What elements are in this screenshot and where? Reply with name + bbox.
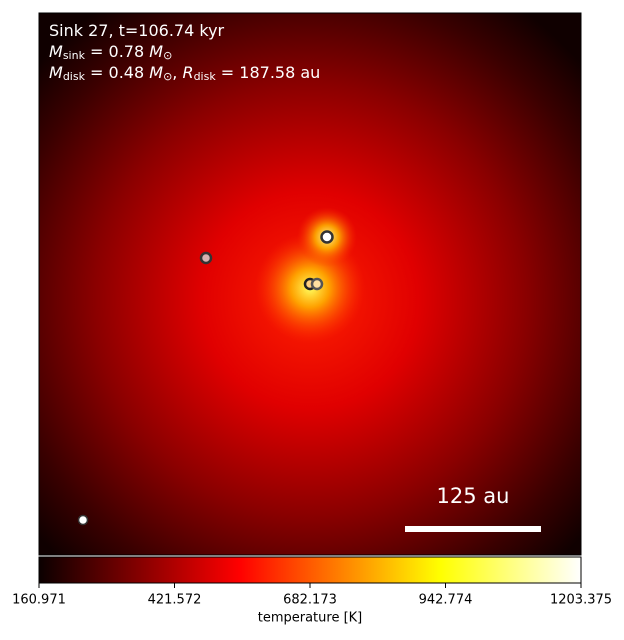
colorbar-label: temperature [K]: [258, 611, 363, 626]
annotation-segment: M: [49, 63, 63, 82]
tick-label: 160.971: [12, 593, 66, 608]
sinks: [77, 230, 334, 526]
sink: [77, 514, 89, 526]
tick-label: 942.774: [419, 593, 473, 608]
annotation-line: Sink 27, t=106.74 kyr: [49, 21, 225, 40]
sink: [199, 251, 213, 265]
annotation-segment: Sink 27, t=106.74 kyr: [49, 21, 225, 40]
annotation-segment: ⊙: [163, 70, 172, 83]
annotation-segment: R: [182, 63, 193, 82]
annotation-segment: M: [149, 63, 163, 82]
annotation-segment: = 0.78: [85, 42, 149, 61]
annotation-segment: ,: [172, 63, 182, 82]
tick-label: 1203.375: [550, 593, 612, 608]
annotation-segment: = 187.58 au: [216, 63, 321, 82]
annotation-segment: disk: [63, 70, 86, 83]
annotation-segment: disk: [194, 70, 217, 83]
scale-bar-label: 125 au: [437, 484, 510, 508]
sink: [320, 230, 334, 244]
sink: [310, 277, 324, 291]
annotation: Sink 27, t=106.74 kyr Msink = 0.78 M⊙ Mdis…: [49, 21, 320, 84]
annotation-segment: M: [49, 42, 63, 61]
annotation-line: Msink = 0.78 M⊙: [49, 42, 172, 63]
annotation-line: Mdisk = 0.48 M⊙, Rdisk = 187.58 au: [49, 63, 320, 84]
tick-label: 421.572: [148, 593, 202, 608]
annotation-segment: M: [149, 42, 163, 61]
annotation-segment: ⊙: [163, 49, 172, 62]
tick-label: 682.173: [283, 593, 337, 608]
annotation-segment: sink: [63, 49, 86, 62]
annotation-segment: = 0.48: [85, 63, 149, 82]
colorbar: [38, 556, 582, 584]
